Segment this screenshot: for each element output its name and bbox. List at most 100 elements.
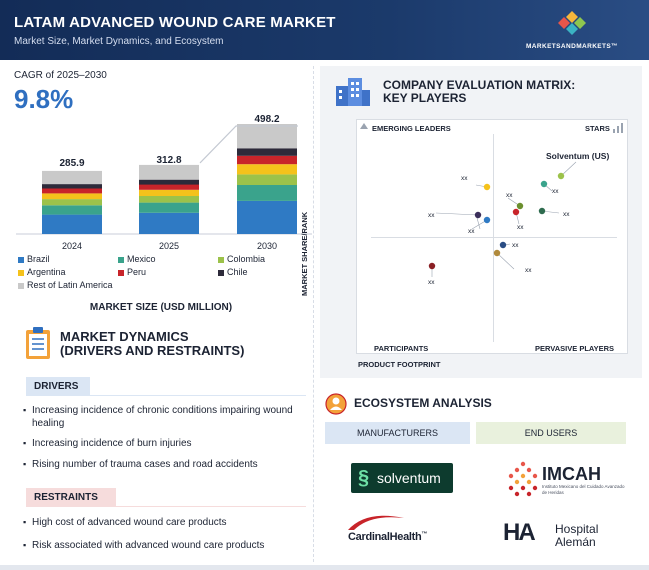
dynamics-title-line1: MARKET DYNAMICS — [60, 329, 189, 344]
restraints-divider — [26, 506, 306, 507]
cagr-label: CAGR of 2025–2030 — [14, 70, 107, 81]
leader-label: Solventum (US) — [546, 151, 609, 161]
bar-segment-mexico-2025 — [139, 202, 199, 213]
quadrant-emerging-leaders: EMERGING LEADERS — [372, 124, 451, 133]
point-label: xx — [428, 212, 435, 219]
quadrant-divider-v — [493, 134, 494, 342]
dynamics-title-line2: (DRIVERS AND RESTRAINTS) — [60, 343, 245, 358]
matrix-point — [499, 241, 507, 249]
point-label: xx — [552, 188, 559, 195]
cardinal-swoosh-icon — [348, 515, 404, 530]
bar-segment-colombia-2024 — [42, 199, 102, 206]
matrix-title-line1: COMPANY EVALUATION MATRIX: — [383, 78, 576, 92]
diamond-logo-icon — [558, 11, 586, 35]
solventum-logo: § solventum — [351, 463, 453, 493]
point-label: xx — [468, 228, 475, 235]
ecosystem-icon — [325, 393, 347, 415]
matrix-point — [516, 202, 524, 210]
ha-monogram: HA — [503, 519, 536, 546]
legend-argentina: Argentina — [18, 267, 66, 277]
end-users-header: END USERS — [476, 422, 626, 444]
legend-colombia: Colombia — [218, 254, 265, 264]
year-label-2024: 2024 — [61, 241, 83, 251]
year-label-2025: 2025 — [158, 241, 180, 251]
bar-segment-rest-of-latin-america-2024 — [42, 170, 102, 185]
bar-segment-peru-2024 — [42, 188, 102, 194]
legend-peru: Peru — [118, 267, 146, 277]
point-label: xx — [512, 242, 519, 249]
matrix-title: COMPANY EVALUATION MATRIX: KEY PLAYERS — [383, 79, 575, 105]
point-label: xx — [563, 211, 570, 218]
cagr-value: 9.8% — [14, 84, 74, 114]
matrix-point — [540, 180, 548, 188]
legend-brazil: Brazil — [18, 254, 50, 264]
drivers-divider — [26, 395, 306, 396]
bar-total-2030: 498.2 — [254, 114, 280, 125]
dynamics-title: MARKET DYNAMICS (DRIVERS AND RESTRAINTS) — [60, 330, 244, 358]
brand-name: MARKETSANDMARKETS™ — [525, 43, 619, 50]
point-label: xx — [525, 267, 532, 274]
legend-chile: Chile — [218, 267, 248, 277]
imcah-dots-icon — [508, 461, 538, 497]
bar-segment-brazil-2024 — [42, 214, 102, 234]
header-banner: LATAM ADVANCED WOUND CARE MARKET Market … — [0, 0, 649, 60]
bar-segment-argentina-2025 — [139, 189, 199, 196]
bar-segment-rest-of-latin-america-2025 — [139, 164, 199, 180]
driver-item: Increasing incidence of burn injuries — [23, 437, 302, 450]
bar-segment-argentina-2030 — [237, 164, 297, 175]
hospital-word: Hospital — [555, 522, 599, 536]
matrix-point — [493, 249, 501, 257]
matrix-point — [512, 208, 520, 216]
page-title: LATAM ADVANCED WOUND CARE MARKET — [14, 14, 336, 31]
quadrant-participants: PARTICIPANTS — [374, 344, 429, 353]
matrix-title-line2: KEY PLAYERS — [383, 91, 467, 105]
aleman-word: Alemán — [555, 535, 596, 549]
bar-segment-mexico-2024 — [42, 205, 102, 215]
quadrant-stars: STARS — [585, 124, 610, 133]
page-subtitle: Market Size, Market Dynamics, and Ecosys… — [14, 36, 224, 47]
brand-logo: MARKETSANDMARKETS™ — [517, 10, 627, 50]
quadrant-pervasive-players: PERVASIVE PLAYERS — [535, 344, 615, 353]
matrix-point — [483, 183, 491, 191]
bar-segment-chile-2025 — [139, 179, 199, 185]
bar-segment-colombia-2025 — [139, 196, 199, 203]
restraints-tab: RESTRAINTS — [26, 488, 116, 506]
bar-total-2025: 312.8 — [156, 155, 182, 166]
restraint-item: High cost of advanced wound care product… — [23, 516, 302, 529]
drivers-tab: DRIVERS — [26, 377, 90, 395]
bar-segment-brazil-2030 — [237, 200, 297, 234]
cardinal-wordmark: CardinalHealth™ — [348, 531, 427, 543]
matrix-x-axis-label: PRODUCT FOOTPRINT — [358, 360, 441, 369]
bar-segment-brazil-2025 — [139, 212, 199, 234]
matrix-point — [557, 172, 565, 180]
year-label-2030: 2030 — [256, 241, 278, 251]
buildings-icon — [336, 78, 370, 106]
quadrant-divider-h — [371, 237, 617, 238]
chart-x-label: MARKET SIZE (USD MILLION) — [89, 302, 233, 313]
arrow-up-icon — [360, 123, 368, 129]
market-panel — [8, 66, 314, 562]
evaluation-matrix — [356, 119, 628, 354]
manufacturers-header: MANUFACTURERS — [325, 422, 470, 444]
bar-segment-peru-2030 — [237, 155, 297, 165]
growth-trend-line — [199, 125, 298, 164]
point-label: xx — [461, 175, 468, 182]
market-size-chart — [16, 124, 312, 235]
bar-segment-mexico-2030 — [237, 185, 297, 201]
imcah-wordmark: IMCAH — [542, 464, 601, 484]
point-label: xx — [517, 224, 524, 231]
matrix-point — [428, 262, 436, 270]
bar-segment-argentina-2024 — [42, 193, 102, 200]
bar-segment-colombia-2030 — [237, 174, 297, 185]
point-label: xx — [428, 279, 435, 286]
point-label: xx — [506, 192, 513, 199]
hospital-aleman-logo: HA Hospital Alemán — [503, 519, 613, 550]
bar-icon — [613, 123, 623, 133]
driver-item: Increasing incidence of chronic conditio… — [23, 404, 302, 430]
solventum-wordmark: solventum — [377, 470, 441, 486]
restraint-item: Risk associated with advanced wound care… — [23, 539, 302, 552]
clipboard-icon — [26, 327, 50, 359]
matrix-points: Solventum (US) xx xx xx xx xx xx xx xx x… — [428, 151, 609, 286]
cardinal-name: CardinalHealth — [348, 531, 422, 543]
ecosystem-title: ECOSYSTEM ANALYSIS — [354, 396, 492, 410]
